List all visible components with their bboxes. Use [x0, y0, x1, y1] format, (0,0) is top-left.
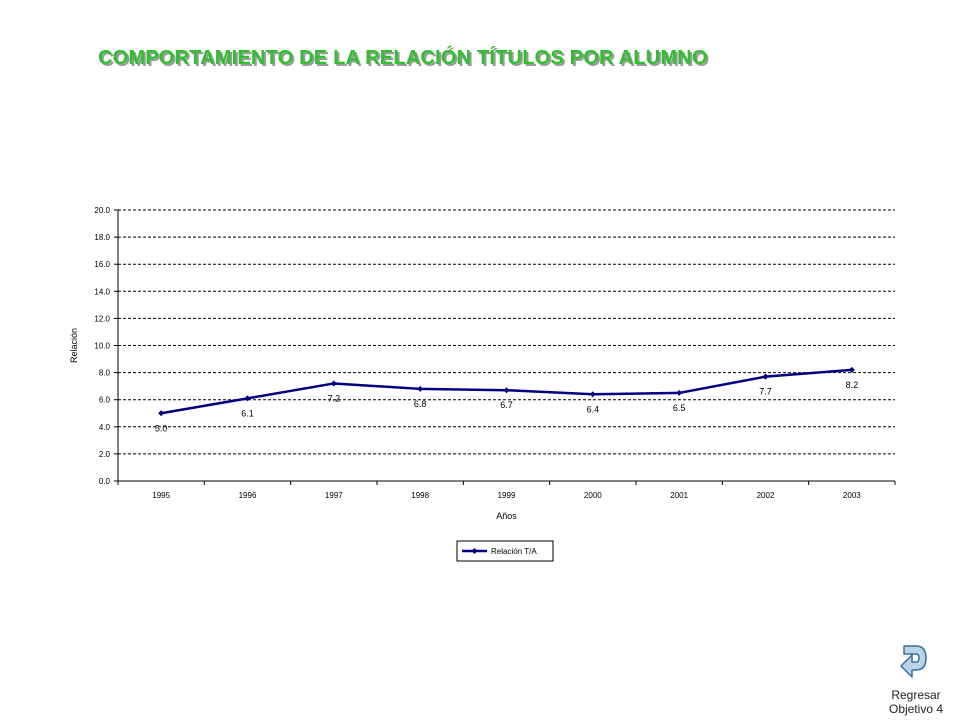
data-point [503, 387, 510, 394]
data-point [417, 385, 424, 392]
return-label-line-2: Objetivo 4 [888, 702, 944, 716]
x-tick-label: 1996 [239, 491, 257, 500]
return-arrow-icon [900, 645, 927, 678]
data-label: 7.2 [328, 393, 341, 403]
x-tick-label: 1998 [411, 491, 429, 500]
data-point [158, 410, 165, 417]
data-label: 8.2 [846, 380, 859, 390]
data-label: 6.8 [414, 399, 427, 409]
data-label: 6.1 [241, 408, 254, 418]
y-tick-label: 8.0 [99, 369, 111, 378]
x-tick-label: 2000 [584, 491, 602, 500]
data-point [589, 391, 596, 398]
y-tick-label: 0.0 [99, 477, 111, 486]
data-label: 6.5 [673, 403, 686, 413]
data-point [244, 395, 251, 402]
data-point [676, 389, 683, 396]
data-label: 7.7 [759, 387, 772, 397]
legend-swatch-marker [471, 548, 478, 554]
x-tick-label: 1995 [152, 491, 170, 500]
x-tick-label: 1997 [325, 491, 343, 500]
y-tick-label: 12.0 [94, 314, 110, 323]
y-tick-label: 18.0 [94, 233, 110, 242]
y-tick-label: 20.0 [94, 206, 110, 215]
y-tick-label: 14.0 [94, 287, 110, 296]
y-tick-label: 2.0 [99, 450, 111, 459]
data-point [330, 380, 337, 387]
data-label: 5.0 [155, 423, 168, 433]
data-label: 6.7 [500, 400, 513, 410]
x-tick-label: 2003 [843, 491, 861, 500]
x-tick-label: 2001 [670, 491, 688, 500]
x-tick-label: 1999 [498, 491, 516, 500]
y-axis-title: Relación [69, 328, 79, 363]
legend-label: Relación T/A [491, 547, 537, 556]
page-title: COMPORTAMIENTO DE LA RELACIÓN TÍTULOS PO… [98, 47, 708, 69]
data-point [762, 373, 769, 380]
y-tick-label: 10.0 [94, 342, 110, 351]
data-label: 6.4 [587, 404, 600, 414]
y-tick-label: 4.0 [99, 423, 111, 432]
y-tick-label: 6.0 [99, 396, 111, 405]
return-label-line-1: Regresar [891, 688, 941, 702]
return-objective-4-button[interactable]: Regresar Objetivo 4 [884, 642, 948, 718]
x-axis-title: Años [496, 511, 517, 521]
x-tick-label: 2002 [757, 491, 775, 500]
y-tick-label: 16.0 [94, 260, 110, 269]
legend-box [456, 540, 554, 562]
data-point [848, 366, 855, 373]
